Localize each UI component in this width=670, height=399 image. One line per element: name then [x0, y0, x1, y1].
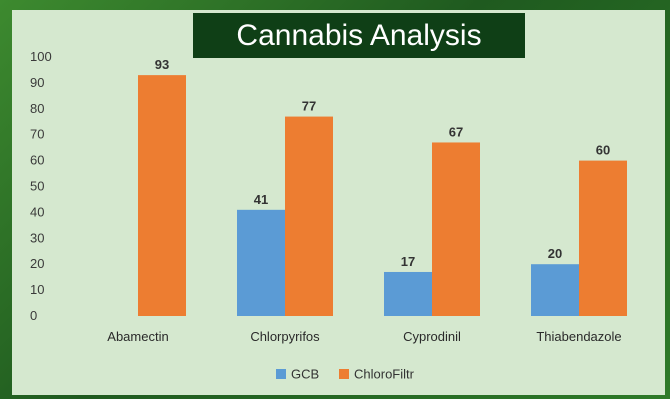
y-tick-label: 0	[30, 308, 37, 323]
bar-chlorofiltr-cyprodinil	[432, 142, 480, 316]
data-label-gcb-thiabendazole: 20	[548, 246, 562, 261]
legend-label-gcb: GCB	[291, 367, 319, 382]
bar-gcb-cyprodinil	[384, 271, 432, 316]
data-label-gcb-cyprodinil: 17	[401, 254, 415, 269]
data-label-chlorofiltr-cyprodinil: 67	[449, 124, 463, 139]
data-label-gcb-chlorpyrifos: 41	[254, 192, 268, 207]
y-tick-label: 100	[30, 49, 52, 64]
category-label: Abamectin	[107, 329, 168, 344]
category-label: Cyprodinil	[403, 329, 461, 344]
y-axis-ticks: 0 10 20 30 40 50 60 70 80 90 100	[30, 49, 52, 323]
category-label: Chlorpyrifos	[250, 329, 320, 344]
x-axis-labels: Abamectin Chlorpyrifos Cyprodinil Thiabenda…	[107, 329, 621, 344]
chart-title: Cannabis Analysis	[236, 18, 482, 52]
y-tick-label: 20	[30, 256, 44, 271]
bar-chlorofiltr-abamectin	[138, 75, 186, 316]
data-label-chlorofiltr-thiabendazole: 60	[596, 143, 610, 158]
data-label-chlorofiltr-abamectin: 93	[155, 57, 169, 72]
legend: GCB ChloroFiltr	[276, 367, 415, 382]
data-labels: 93 41 77 17 67 20 60	[155, 57, 610, 269]
legend-swatch-gcb	[276, 369, 286, 379]
y-tick-label: 60	[30, 153, 44, 168]
chart-title-box: Cannabis Analysis	[193, 13, 525, 58]
bar-chlorofiltr-chlorpyrifos	[285, 116, 333, 316]
bar-gcb-chlorpyrifos	[237, 209, 285, 316]
bar-gcb-thiabendazole	[531, 264, 579, 316]
y-tick-label: 40	[30, 204, 44, 219]
y-tick-label: 70	[30, 127, 44, 142]
chart-panel	[12, 10, 665, 395]
category-label: Thiabendazole	[536, 329, 621, 344]
y-tick-label: 30	[30, 230, 44, 245]
bars	[138, 75, 627, 316]
y-tick-label: 80	[30, 101, 44, 116]
y-tick-label: 50	[30, 179, 44, 194]
bar-chlorofiltr-thiabendazole	[579, 160, 627, 316]
legend-swatch-chlorofiltr	[339, 369, 349, 379]
data-label-chlorofiltr-chlorpyrifos: 77	[302, 99, 316, 114]
y-tick-label: 10	[30, 282, 44, 297]
legend-label-chlorofiltr: ChloroFiltr	[354, 367, 415, 382]
y-tick-label: 90	[30, 75, 44, 90]
